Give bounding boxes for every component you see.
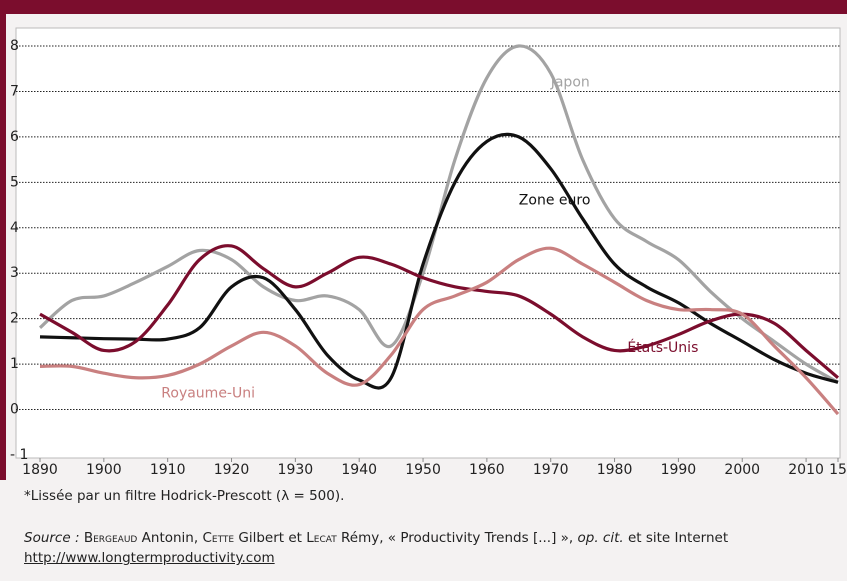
series-label: Japon — [550, 74, 590, 90]
x-tick-label: 1900 — [86, 462, 122, 478]
y-tick-label: 8 — [10, 38, 19, 54]
x-tick-label: 1980 — [597, 462, 633, 478]
x-tick-label: 1920 — [214, 462, 250, 478]
x-tick-label: 1990 — [661, 462, 697, 478]
series-line — [38, 44, 839, 384]
left-border — [0, 0, 6, 480]
x-tick-label: 1950 — [405, 462, 441, 478]
top-bar — [0, 0, 847, 14]
x-tick-label: 1940 — [341, 462, 377, 478]
series-line — [39, 132, 839, 390]
source-part: Cette — [202, 530, 235, 546]
source-part[interactable]: http://www.longtermproductivity.com — [24, 550, 275, 566]
series-line — [39, 244, 840, 379]
x-tick-label: 1930 — [278, 462, 314, 478]
source-part: Bergeaud — [83, 530, 138, 546]
y-tick-label: 1 — [10, 356, 19, 372]
source-part: Rémy, « Productivity Trends [...] », — [336, 530, 578, 546]
y-tick-label: 0 — [10, 402, 19, 418]
x-tick-label: 2010 — [788, 462, 824, 478]
x-tick-label: 15 — [829, 462, 847, 478]
x-tick-label: 1910 — [150, 462, 186, 478]
y-tick-label: 5 — [10, 174, 19, 190]
source: Source : Bergeaud Antonin, Cette Gilbert… — [24, 528, 834, 568]
series-label: Royaume-Uni — [161, 386, 255, 402]
series-label: États-Unis — [627, 339, 698, 356]
source-part: et site Internet — [623, 530, 729, 546]
source-part: Source : — [24, 530, 80, 546]
source-part: op. cit. — [577, 530, 624, 546]
y-tick-label: 2 — [10, 311, 19, 327]
y-tick-label: 3 — [10, 265, 19, 281]
source-part: Antonin, — [137, 530, 203, 546]
chart: - 1 0 1 2 3 4 5 6 7 8 1890 1900 1910 1920 1930 1940 1950… — [0, 0, 847, 480]
footnote: *Lissée par un filtre Hodrick-Prescott (… — [24, 488, 345, 504]
source-part: Lecat — [306, 530, 337, 546]
x-tick-label: 1960 — [469, 462, 505, 478]
x-tick-label: 1970 — [533, 462, 569, 478]
y-tick-label: 7 — [10, 83, 19, 99]
plot-area — [15, 27, 841, 459]
y-tick-label: - 1 — [10, 447, 28, 463]
x-tick-label: 2000 — [724, 462, 760, 478]
source-part: Gilbert et — [234, 530, 307, 546]
y-tick-label: 4 — [10, 220, 19, 236]
series-line — [39, 246, 840, 416]
series-label: Zone euro — [519, 193, 591, 209]
y-tick-label: 6 — [10, 129, 19, 145]
x-tick-label: 1890 — [22, 462, 58, 478]
